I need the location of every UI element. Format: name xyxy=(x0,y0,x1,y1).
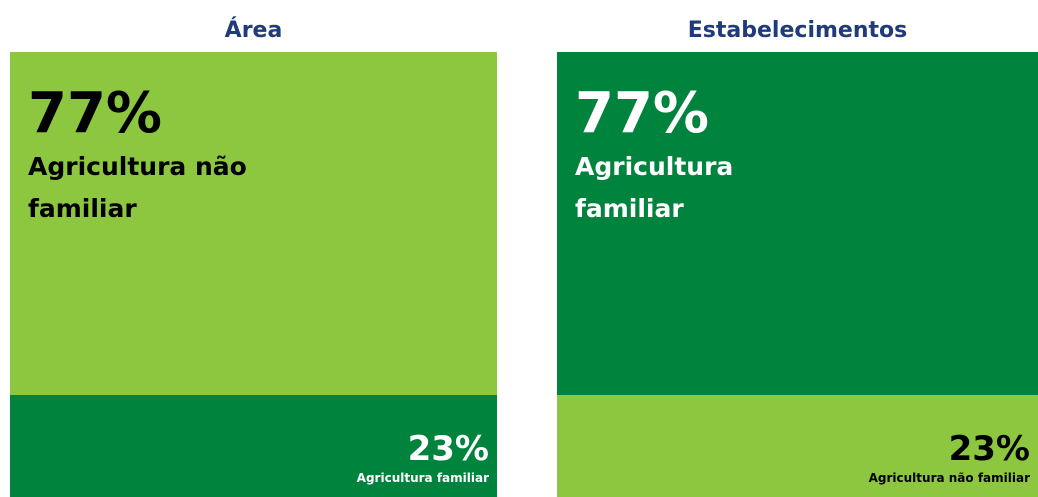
chart-title: Estabelecimentos xyxy=(687,18,908,43)
segment: 23% Agricultura não familiar xyxy=(557,394,1038,497)
chart-title: Área xyxy=(224,18,283,43)
value-label: 77% xyxy=(575,81,710,146)
category-label: Agricultura familiar xyxy=(575,152,734,223)
value-label: 23% xyxy=(407,428,489,469)
category-label: Agricultura não familiar xyxy=(868,470,1030,485)
segment: 77% Agricultura familiar xyxy=(557,52,1038,395)
segment: 77% Agricultura não familiar xyxy=(10,52,497,395)
value-label: 23% xyxy=(948,428,1030,469)
stacked-box: 77% Agricultura familiar 23% Agricultura nã… xyxy=(557,52,1038,497)
category-label: Agricultura não familiar xyxy=(28,152,247,223)
stacked-box: 77% Agricultura não familiar 23% Agricultur… xyxy=(10,52,497,497)
value-label: 77% xyxy=(28,81,163,146)
panel: Estabelecimentos 77% Agricultura familiar 2… xyxy=(557,0,1038,497)
panel: Área 77% Agricultura não familiar 23% Agricu… xyxy=(10,0,497,497)
category-label: Agricultura familiar xyxy=(356,470,489,485)
segment: 23% Agricultura familiar xyxy=(10,394,497,497)
